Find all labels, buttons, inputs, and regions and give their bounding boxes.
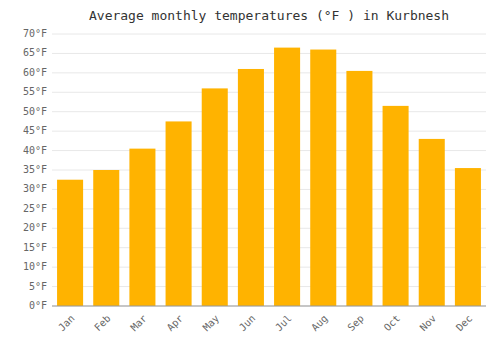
y-tick-label: 60°F xyxy=(23,67,47,78)
x-tick-label: Feb xyxy=(92,313,113,334)
x-tick-label: Jan xyxy=(56,313,77,334)
grid-line xyxy=(52,34,486,35)
grid-line xyxy=(52,111,486,112)
grid-line xyxy=(52,53,486,54)
x-tick-label: Mar xyxy=(128,313,149,334)
grid-line xyxy=(52,306,486,307)
bar xyxy=(202,88,228,306)
y-tick-label: 45°F xyxy=(23,125,47,136)
bar xyxy=(238,69,264,306)
y-tick-label: 30°F xyxy=(23,183,47,194)
x-tick-label: Oct xyxy=(382,313,403,334)
grid-line xyxy=(52,131,486,132)
y-tick-label: 25°F xyxy=(23,203,47,214)
x-tick-label: Sep xyxy=(345,313,366,334)
chart: Average monthly temperatures (°F ) in Ku… xyxy=(0,0,500,350)
bar xyxy=(455,168,481,306)
title: Average monthly temperatures (°F ) in Ku… xyxy=(89,8,449,23)
y-tick-label: 70°F xyxy=(23,28,47,39)
y-axis: 0°F 5°F 10°F 15°F 20°F 25°F 30°F 35°F 40°F 45°F 50… xyxy=(23,28,47,311)
x-axis-line xyxy=(52,306,486,307)
y-tick-label: 10°F xyxy=(23,261,47,272)
bar xyxy=(93,170,119,306)
grid-line xyxy=(52,72,486,73)
x-tick-label: Aug xyxy=(309,313,330,334)
bars xyxy=(57,48,481,306)
x-tick-label: May xyxy=(201,313,222,334)
bar xyxy=(166,121,192,306)
y-tick-label: 35°F xyxy=(23,164,47,175)
y-tick-label: 40°F xyxy=(23,145,47,156)
bar xyxy=(129,149,155,306)
x-tick-label: Apr xyxy=(165,313,186,334)
bar xyxy=(419,139,445,306)
bar xyxy=(346,71,372,306)
y-tick-label: 55°F xyxy=(23,86,47,97)
x-tick-label: Dec xyxy=(454,313,475,334)
x-axis: Jan Feb Mar Apr May Jun Jul Aug Sep Oct Nov Dec xyxy=(52,306,486,333)
y-tick-label: 0°F xyxy=(29,300,47,311)
y-tick-label: 65°F xyxy=(23,47,47,58)
y-tick-label: 20°F xyxy=(23,222,47,233)
x-tick-label: Jul xyxy=(273,313,294,334)
y-tick-label: 5°F xyxy=(29,281,47,292)
y-tick-label: 50°F xyxy=(23,106,47,117)
x-tick-label: Jun xyxy=(237,313,258,334)
bar xyxy=(310,50,336,306)
bar xyxy=(274,48,300,306)
y-grid xyxy=(52,34,486,306)
x-tick-label: Nov xyxy=(418,313,439,334)
y-tick-label: 15°F xyxy=(23,242,47,253)
bar xyxy=(57,180,83,306)
grid-line xyxy=(52,92,486,93)
bar xyxy=(383,106,409,306)
